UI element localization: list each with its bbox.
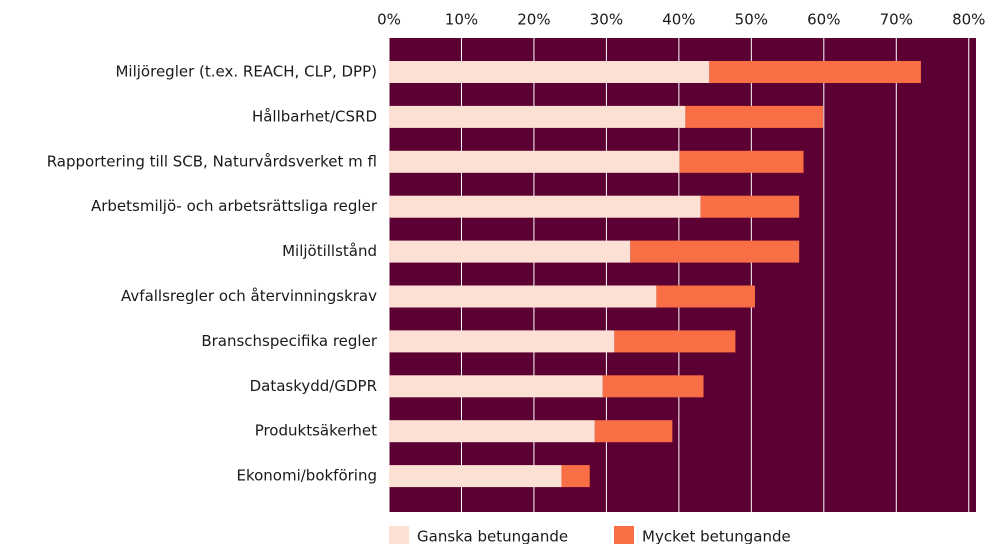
bar-segment — [389, 375, 603, 398]
y-tick-label: Miljötillstånd — [282, 242, 377, 260]
bar-segment — [389, 465, 562, 488]
x-tick-label: 40% — [662, 11, 695, 29]
bar-segment — [389, 240, 631, 263]
x-tick-label: 80% — [952, 11, 985, 29]
bar-segment — [561, 465, 590, 488]
y-tick-label: Dataskydd/GDPR — [250, 377, 377, 395]
y-tick-label: Arbetsmiljö- och arbetsrättsliga regler — [91, 197, 378, 215]
bar-segment — [389, 150, 680, 173]
y-tick-label: Produktsäkerhet — [255, 422, 377, 440]
y-tick-label: Branschspecifika regler — [201, 332, 378, 350]
x-tick-label: 60% — [807, 11, 840, 29]
bar-segment — [700, 195, 800, 218]
legend-swatch — [389, 526, 409, 544]
bar-segment — [389, 105, 686, 128]
y-tick-label: Rapportering till SCB, Naturvårdsverket … — [47, 152, 377, 170]
x-tick-label: 20% — [517, 11, 550, 29]
x-tick-label: 30% — [590, 11, 623, 29]
legend-swatch — [614, 526, 634, 544]
x-tick-label: 10% — [445, 11, 478, 29]
y-tick-label: Ekonomi/bokföring — [236, 467, 377, 485]
x-tick-label: 50% — [735, 11, 768, 29]
bar-segment — [594, 420, 673, 443]
legend-label: Ganska betungande — [417, 528, 568, 544]
bar-segment — [685, 105, 824, 128]
y-tick-label: Hållbarhet/CSRD — [252, 107, 377, 125]
bar-segment — [389, 195, 701, 218]
bar-segment — [602, 375, 704, 398]
legend-label: Mycket betungande — [642, 528, 791, 544]
bar-segment — [389, 285, 657, 308]
y-tick-label: Miljöregler (t.ex. REACH, CLP, DPP) — [115, 63, 377, 81]
bar-segment — [679, 150, 804, 173]
bar-segment — [709, 61, 921, 83]
x-tick-label: 70% — [880, 11, 913, 29]
y-tick-label: Avfallsregler och återvinningskrav — [121, 287, 377, 305]
bar-segment — [389, 61, 710, 83]
bar-segment — [614, 330, 736, 353]
bar-segment — [389, 330, 615, 353]
x-tick-label: 0% — [377, 11, 401, 29]
bar-segment — [389, 420, 595, 443]
bar-segment — [656, 285, 755, 308]
bar-segment — [630, 240, 800, 263]
